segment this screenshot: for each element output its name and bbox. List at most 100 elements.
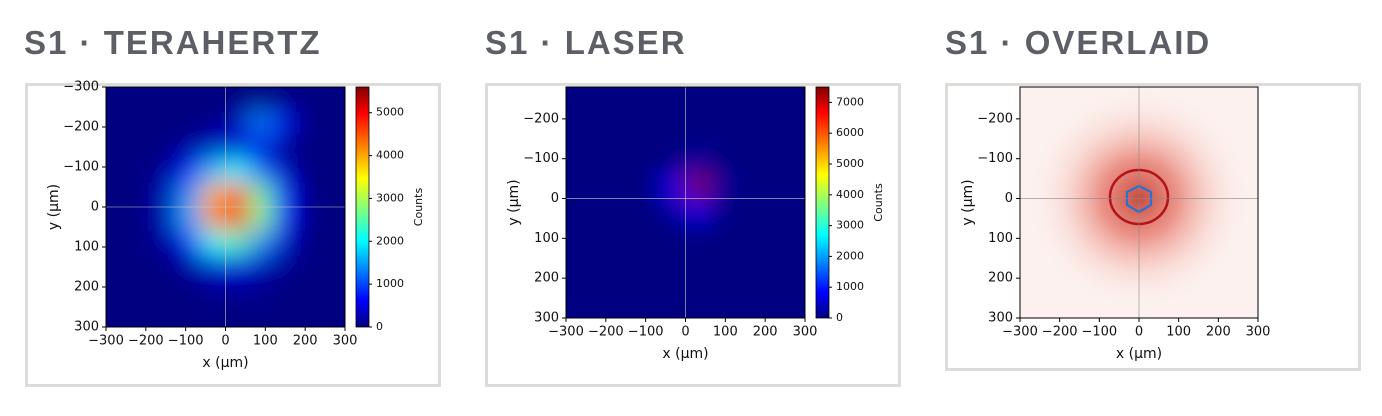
colorbar-label: Counts xyxy=(872,183,885,222)
heatmap-cell xyxy=(566,174,591,200)
heatmap-cell xyxy=(732,87,758,104)
x-tick-label: 300 xyxy=(793,325,818,340)
heatmap-cell xyxy=(637,245,663,271)
heatmap-cell xyxy=(708,87,734,104)
heatmap-cell xyxy=(106,206,131,232)
heatmap-cell xyxy=(708,269,734,295)
heatmap-cell xyxy=(153,278,179,304)
heatmap-cell xyxy=(201,230,226,256)
heatmap-cell xyxy=(177,134,203,160)
y-tick-label: −100 xyxy=(523,151,559,166)
heatmap-cell xyxy=(685,293,710,318)
heatmap-cell xyxy=(708,198,734,223)
heatmap-cell xyxy=(106,302,131,327)
heatmap-cell xyxy=(685,198,710,223)
panel-title: S1 · LASER xyxy=(485,24,687,61)
heatmap-cell xyxy=(732,198,758,223)
heatmap-cell xyxy=(177,182,203,208)
heatmap-cell xyxy=(272,110,298,136)
heatmap-cell xyxy=(201,254,226,280)
heatmap-cell xyxy=(320,230,345,256)
chart: 01000200030004000500060007000Counts−300−… xyxy=(506,86,885,362)
colorbar-tick-label: 5000 xyxy=(836,157,864,170)
heatmap-cell xyxy=(129,302,155,327)
heatmap-cell xyxy=(272,206,298,232)
x-tick-label: 0 xyxy=(681,325,689,340)
heatmap-cell xyxy=(589,245,615,271)
heatmap-cell xyxy=(661,245,686,271)
heatmap-cell xyxy=(708,150,734,176)
y-tick-label: −100 xyxy=(63,160,99,175)
x-tick-label: −200 xyxy=(128,334,164,349)
heatmap-cell xyxy=(780,126,805,152)
heatmap-cell xyxy=(129,134,155,160)
y-tick-label: 200 xyxy=(534,271,559,286)
heatmap-cell xyxy=(661,198,686,223)
heatmap-cell xyxy=(106,278,131,304)
heatmap-cell xyxy=(201,110,226,136)
heatmap-cell xyxy=(272,158,298,184)
heatmap-cell xyxy=(129,182,155,208)
heatmap-cell xyxy=(566,198,591,223)
heatmap-cell xyxy=(106,182,131,208)
heatmap-cell xyxy=(153,110,179,136)
x-tick-label: 200 xyxy=(293,334,318,349)
heatmap-cell xyxy=(153,254,179,280)
heatmap-cell xyxy=(756,174,782,200)
heatmap-cell xyxy=(153,134,179,160)
heatmap-cell xyxy=(320,206,345,232)
heatmap-cell xyxy=(589,102,615,128)
heatmap-cell xyxy=(661,126,686,152)
heatmap-cell xyxy=(566,245,591,271)
heatmap-cell xyxy=(177,110,203,136)
heatmap-cell xyxy=(661,293,686,318)
y-tick-label: 300 xyxy=(74,320,99,335)
x-tick-label: −100 xyxy=(628,325,664,340)
heatmap-cell xyxy=(106,87,131,112)
y-tick-label: 100 xyxy=(988,231,1013,246)
heatmap-cell xyxy=(756,102,782,128)
heatmap-cell xyxy=(708,245,734,271)
heatmap-cell xyxy=(780,87,805,104)
x-tick-label: −300 xyxy=(88,334,124,349)
colorbar-tick-label: 3000 xyxy=(836,219,864,232)
heatmap-cell xyxy=(248,87,274,112)
heatmap-cell xyxy=(320,278,345,304)
x-tick-label: 200 xyxy=(1206,325,1231,340)
heatmap-cell xyxy=(225,278,250,304)
heatmap-cell xyxy=(225,182,250,208)
heatmap-cell xyxy=(756,293,782,318)
heatmap-cell xyxy=(637,102,663,128)
heatmap-cell xyxy=(732,174,758,200)
colorbar xyxy=(815,86,830,319)
heatmap-cell xyxy=(661,150,686,176)
heatmap-cell xyxy=(153,87,179,112)
heatmap-cell xyxy=(708,174,734,200)
heatmap-cell xyxy=(129,254,155,280)
heatmap-cell xyxy=(201,134,226,160)
heatmap-cell xyxy=(732,102,758,128)
heatmap-cell xyxy=(177,278,203,304)
y-tick-label: −100 xyxy=(977,151,1013,166)
heatmap-cell xyxy=(129,206,155,232)
heatmap-cell xyxy=(613,198,639,223)
heatmap-cell xyxy=(732,150,758,176)
x-tick-label: 300 xyxy=(1246,325,1271,340)
y-tick-label: −300 xyxy=(63,80,99,95)
heatmap-cell xyxy=(320,254,345,280)
heatmap-cell xyxy=(201,278,226,304)
heatmap-cell xyxy=(756,269,782,295)
heatmap-cell xyxy=(320,182,345,208)
colorbar-tick-label: 6000 xyxy=(836,126,864,139)
heatmap-cell xyxy=(637,198,663,223)
heatmap-cell xyxy=(248,278,274,304)
heatmap-cell xyxy=(296,158,322,184)
heatmap-cell xyxy=(225,206,250,232)
heatmap-cell xyxy=(248,158,274,184)
heatmap-cell xyxy=(661,102,686,128)
heatmap-cell xyxy=(566,87,591,104)
heatmap-cell xyxy=(272,230,298,256)
heatmap-cell xyxy=(589,87,615,104)
heatmap-cell xyxy=(272,134,298,160)
colorbar xyxy=(355,86,370,328)
